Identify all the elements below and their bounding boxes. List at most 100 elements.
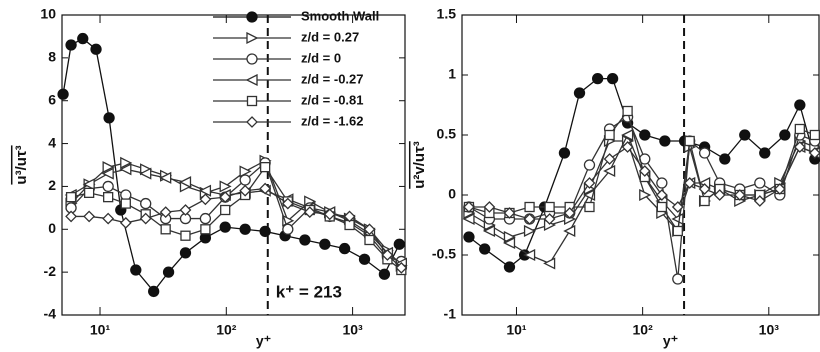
marker [563,224,576,238]
marker [281,197,294,210]
y-tick-label: 1 [448,66,456,82]
marker [482,224,496,238]
marker [245,73,258,87]
marker [246,116,258,128]
marker [622,105,633,117]
marker [103,191,114,203]
marker [65,191,77,203]
marker [343,210,356,223]
annotation: k⁺ = 213 [276,282,342,301]
marker [65,210,77,223]
marker [544,201,555,213]
marker [219,191,232,204]
marker [120,156,133,169]
y-tick-label: 2 [48,177,56,193]
marker [524,201,535,213]
x-axis-label: y⁺ [256,333,271,349]
marker [739,129,751,141]
marker [65,39,77,51]
marker [381,249,394,261]
marker [140,197,152,210]
marker [102,161,115,174]
legend-label: Smooth Wall [301,8,379,23]
marker [684,135,695,147]
marker [179,247,192,259]
marker [90,43,102,55]
marker [303,206,316,219]
marker [809,129,820,141]
marker [463,201,475,213]
marker [119,163,132,176]
marker [543,213,556,225]
marker [671,201,684,213]
marker [102,180,114,193]
marker [282,223,294,235]
x-tick-label: 10³ [759,322,780,338]
marker [246,53,258,65]
marker [103,112,115,124]
marker [583,177,596,189]
marker [102,212,115,225]
marker [83,187,95,199]
marker [606,72,619,85]
marker [83,210,96,223]
marker [592,72,604,85]
y-axis-label: u²v/uτ³ [411,141,428,189]
marker [759,147,771,159]
marker [358,253,371,265]
marker [659,135,671,147]
marker [239,174,251,186]
marker [584,201,595,213]
marker [199,193,212,206]
y-tick-label: 0 [48,220,56,236]
legend-label: z/d = 0.27 [301,29,359,44]
marker [655,189,668,201]
marker [754,177,766,189]
marker [639,129,651,141]
marker [246,11,258,23]
marker [573,87,586,99]
marker [159,171,172,184]
marker [503,207,516,219]
marker [363,223,376,236]
marker [120,198,131,209]
marker [713,189,726,201]
plot-frame [61,14,406,316]
y-tick-label: 0 [448,186,456,202]
x-axis-label: y⁺ [663,333,678,349]
y-axis-label: u³/uτ³ [13,145,30,184]
marker [77,32,89,45]
marker [378,268,391,280]
marker [220,204,231,216]
marker [523,224,537,238]
marker [698,183,711,195]
marker [779,129,791,141]
marker [139,167,152,180]
marker [753,195,766,207]
marker [698,147,711,159]
y-tick-label: 6 [48,91,56,107]
marker [323,208,336,221]
marker [639,188,652,202]
y-tick-label: -2 [44,263,57,279]
marker [101,167,114,180]
marker [299,234,311,246]
marker [179,204,192,216]
y-tick-label: 1.5 [437,6,457,22]
marker [794,99,806,111]
marker [198,184,212,197]
marker [463,231,475,243]
plot-frame [461,14,820,316]
marker [672,273,684,285]
marker [395,261,408,274]
marker [603,153,616,165]
legend-label: z/d = -0.27 [301,71,364,86]
marker [503,230,516,244]
marker [57,88,69,100]
marker [503,236,516,250]
marker [656,201,667,213]
marker [180,230,191,241]
marker [604,129,615,141]
marker [139,212,152,225]
marker [638,165,651,177]
